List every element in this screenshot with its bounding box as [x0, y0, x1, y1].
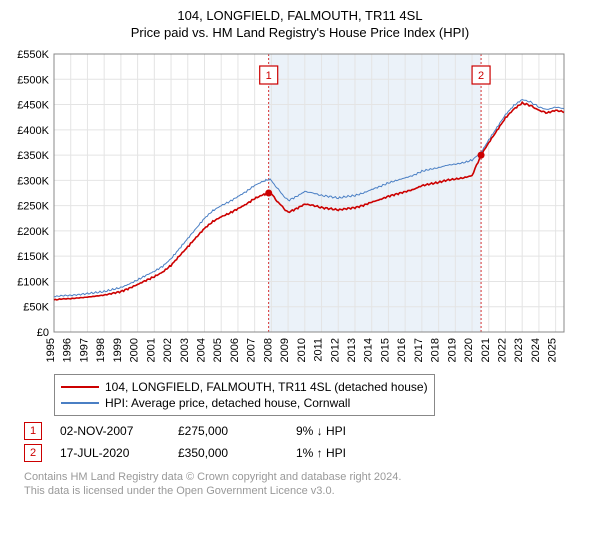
chart-container: 104, LONGFIELD, FALMOUTH, TR11 4SL Price…: [0, 0, 600, 505]
attribution-line-2: This data is licensed under the Open Gov…: [24, 484, 590, 498]
x-axis-tick-label: 2009: [279, 338, 291, 362]
x-axis-tick-label: 2020: [463, 338, 475, 362]
x-axis-tick-label: 2000: [129, 338, 141, 362]
sale-marker-1: 1: [266, 70, 272, 82]
x-axis-tick-label: 2023: [513, 338, 525, 362]
chart-subtitle: Price paid vs. HM Land Registry's House …: [10, 25, 590, 40]
x-axis-tick-label: 2019: [446, 338, 458, 362]
y-axis-tick-label: £50K: [23, 302, 49, 314]
attribution-text: Contains HM Land Registry data © Crown c…: [24, 470, 590, 499]
y-axis-tick-label: £500K: [17, 74, 49, 86]
x-axis-tick-label: 2007: [246, 338, 258, 362]
y-axis-tick-label: £250K: [17, 201, 49, 213]
legend-label: 104, LONGFIELD, FALMOUTH, TR11 4SL (deta…: [105, 380, 428, 394]
x-axis-tick-label: 2018: [430, 338, 442, 362]
legend-label: HPI: Average price, detached house, Corn…: [105, 396, 350, 410]
x-axis-tick-label: 1997: [78, 338, 90, 362]
y-axis-tick-label: £400K: [17, 125, 49, 137]
x-axis-tick-label: 2001: [145, 338, 157, 362]
x-axis-tick-label: 2012: [329, 338, 341, 362]
x-axis-tick-label: 2003: [179, 338, 191, 362]
legend-box: 104, LONGFIELD, FALMOUTH, TR11 4SL (deta…: [54, 374, 435, 416]
x-axis-tick-label: 2013: [346, 338, 358, 362]
line-chart-svg: £0 £50K £100K £150K £200K £250K £300K £350K £400…: [10, 48, 570, 368]
x-axis-tick-label: 2006: [229, 338, 241, 362]
x-axis-tick-label: 2015: [379, 338, 391, 362]
sale-marker-badge: 1: [24, 422, 42, 440]
x-axis-tick-label: 2022: [496, 338, 508, 362]
y-axis-tick-label: £350K: [17, 150, 49, 162]
x-axis-tick-label: 2016: [396, 338, 408, 362]
legend-swatch: [61, 402, 99, 404]
x-axis-tick-label: 2024: [530, 338, 542, 362]
chart-title: 104, LONGFIELD, FALMOUTH, TR11 4SL: [10, 8, 590, 23]
x-axis-tick-label: 2010: [296, 338, 308, 362]
x-axis-tick-label: 1999: [112, 338, 124, 362]
attribution-line-1: Contains HM Land Registry data © Crown c…: [24, 470, 590, 484]
sale-hpi-diff: 9% ↓ HPI: [296, 424, 396, 438]
x-axis-tick-label: 2005: [212, 338, 224, 362]
x-axis-tick-label: 2002: [162, 338, 174, 362]
x-axis-tick-label: 1998: [95, 338, 107, 362]
x-axis-tick-label: 2025: [547, 338, 559, 362]
sale-row: 2 17-JUL-2020 £350,000 1% ↑ HPI: [24, 442, 590, 464]
sale-date: 02-NOV-2007: [60, 424, 160, 438]
y-axis-tick-label: £200K: [17, 226, 49, 238]
chart-plot-area: £0 £50K £100K £150K £200K £250K £300K £350K £400…: [10, 48, 590, 368]
legend-swatch: [61, 386, 99, 388]
sale-date: 17-JUL-2020: [60, 446, 160, 460]
y-axis-tick-label: £100K: [17, 276, 49, 288]
sale-marker-badge: 2: [24, 444, 42, 462]
x-axis-tick-label: 1995: [45, 338, 57, 362]
y-axis-tick-label: £300K: [17, 175, 49, 187]
sale-hpi-diff: 1% ↑ HPI: [296, 446, 396, 460]
sale-row: 1 02-NOV-2007 £275,000 9% ↓ HPI: [24, 420, 590, 442]
sale-price: £275,000: [178, 424, 278, 438]
sales-table: 1 02-NOV-2007 £275,000 9% ↓ HPI 2 17-JUL-2020…: [24, 420, 590, 464]
x-axis-tick-label: 2014: [363, 338, 375, 362]
x-axis-tick-label: 2021: [480, 338, 492, 362]
y-axis-tick-label: £0: [37, 327, 49, 339]
x-axis-tick-label: 2004: [195, 338, 207, 362]
sale-price: £350,000: [178, 446, 278, 460]
legend-item: HPI: Average price, detached house, Corn…: [61, 395, 428, 411]
y-axis-tick-label: £150K: [17, 251, 49, 263]
x-axis-tick-label: 2017: [413, 338, 425, 362]
sale-marker-2: 2: [478, 70, 484, 82]
y-axis-tick-label: £450K: [17, 100, 49, 112]
x-axis-tick-label: 2008: [262, 338, 274, 362]
legend-item: 104, LONGFIELD, FALMOUTH, TR11 4SL (deta…: [61, 379, 428, 395]
y-axis-tick-label: £550K: [17, 49, 49, 61]
x-axis-tick-label: 2011: [313, 338, 325, 362]
x-axis-tick-label: 1996: [62, 338, 74, 362]
